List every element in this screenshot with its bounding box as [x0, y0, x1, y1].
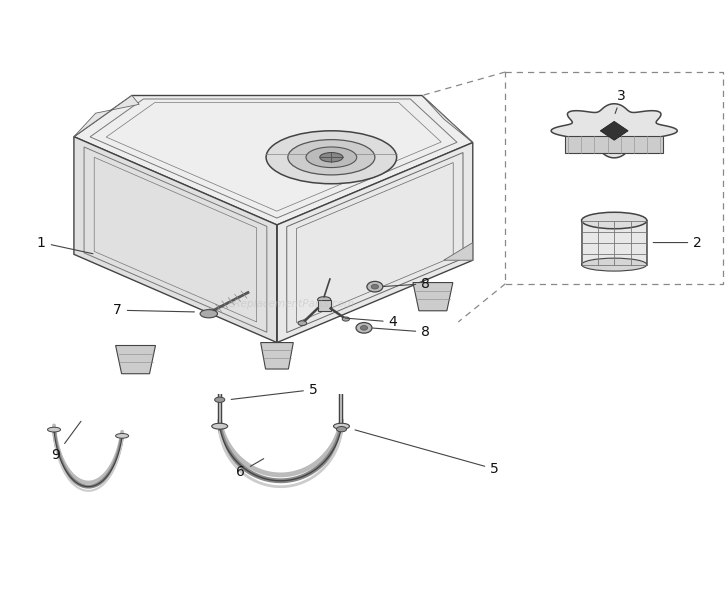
- Ellipse shape: [356, 323, 372, 333]
- Text: 1: 1: [37, 236, 93, 254]
- Polygon shape: [74, 96, 472, 225]
- Ellipse shape: [320, 152, 343, 162]
- Text: 7: 7: [113, 303, 194, 317]
- Ellipse shape: [371, 284, 379, 289]
- Ellipse shape: [342, 317, 349, 321]
- Text: 9: 9: [52, 421, 81, 463]
- Ellipse shape: [582, 258, 647, 271]
- Polygon shape: [116, 346, 156, 374]
- Polygon shape: [582, 220, 647, 265]
- Ellipse shape: [336, 427, 347, 432]
- Ellipse shape: [298, 321, 306, 326]
- Polygon shape: [444, 242, 472, 260]
- Polygon shape: [601, 121, 628, 140]
- Text: 4: 4: [345, 315, 397, 329]
- Ellipse shape: [212, 423, 228, 429]
- Polygon shape: [74, 96, 139, 137]
- Ellipse shape: [360, 326, 368, 330]
- Text: 5: 5: [232, 382, 317, 400]
- Polygon shape: [551, 104, 677, 158]
- Ellipse shape: [200, 310, 218, 318]
- Polygon shape: [277, 142, 472, 343]
- Ellipse shape: [582, 212, 647, 229]
- Ellipse shape: [266, 131, 397, 184]
- Text: 8: 8: [373, 325, 430, 339]
- Text: 6: 6: [237, 459, 264, 479]
- Text: 5: 5: [355, 430, 499, 476]
- Polygon shape: [261, 343, 293, 369]
- Polygon shape: [413, 282, 453, 311]
- Polygon shape: [74, 137, 277, 343]
- Text: 3: 3: [615, 89, 626, 113]
- Ellipse shape: [333, 423, 349, 429]
- Ellipse shape: [317, 297, 331, 303]
- Text: 2: 2: [653, 236, 702, 249]
- Polygon shape: [317, 300, 331, 311]
- Text: eReplacementParts.com: eReplacementParts.com: [228, 299, 355, 309]
- Ellipse shape: [47, 427, 60, 432]
- Ellipse shape: [367, 281, 383, 292]
- Ellipse shape: [288, 139, 375, 175]
- Ellipse shape: [215, 397, 225, 402]
- Polygon shape: [565, 135, 663, 153]
- Ellipse shape: [116, 433, 129, 438]
- Ellipse shape: [306, 147, 357, 168]
- Text: 8: 8: [384, 277, 430, 291]
- Polygon shape: [422, 96, 472, 142]
